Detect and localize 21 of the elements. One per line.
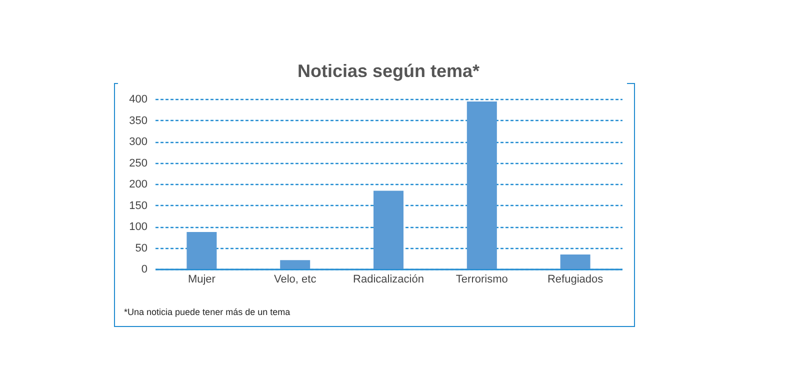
x-tick-label: Refugiados	[547, 274, 604, 286]
text: *Una noticia puede tener más de un tema	[124, 307, 290, 317]
y-tick-label: 350	[129, 114, 148, 127]
bar	[560, 254, 590, 269]
y-tick-label: 400	[129, 94, 148, 106]
y-tick-label: 300	[129, 136, 148, 148]
y-tick-label: 200	[129, 178, 148, 190]
bar	[374, 190, 404, 269]
y-tick-label: 0	[141, 264, 148, 276]
x-tick-label: Terrorismo	[456, 274, 508, 286]
y-tick-label: 250	[129, 157, 148, 170]
bar	[280, 260, 310, 269]
y-tick-label: 150	[129, 200, 148, 212]
chart-title: Noticias según tema*	[297, 61, 480, 81]
x-tick-label: Mujer	[188, 274, 216, 286]
x-tick-label: Radicalización	[353, 274, 424, 286]
y-tick-label: 100	[129, 221, 148, 233]
bar	[186, 232, 217, 269]
y-tick-label: 50	[135, 242, 148, 254]
bar	[466, 102, 497, 269]
x-tick-label: Velo, etc	[274, 274, 317, 286]
